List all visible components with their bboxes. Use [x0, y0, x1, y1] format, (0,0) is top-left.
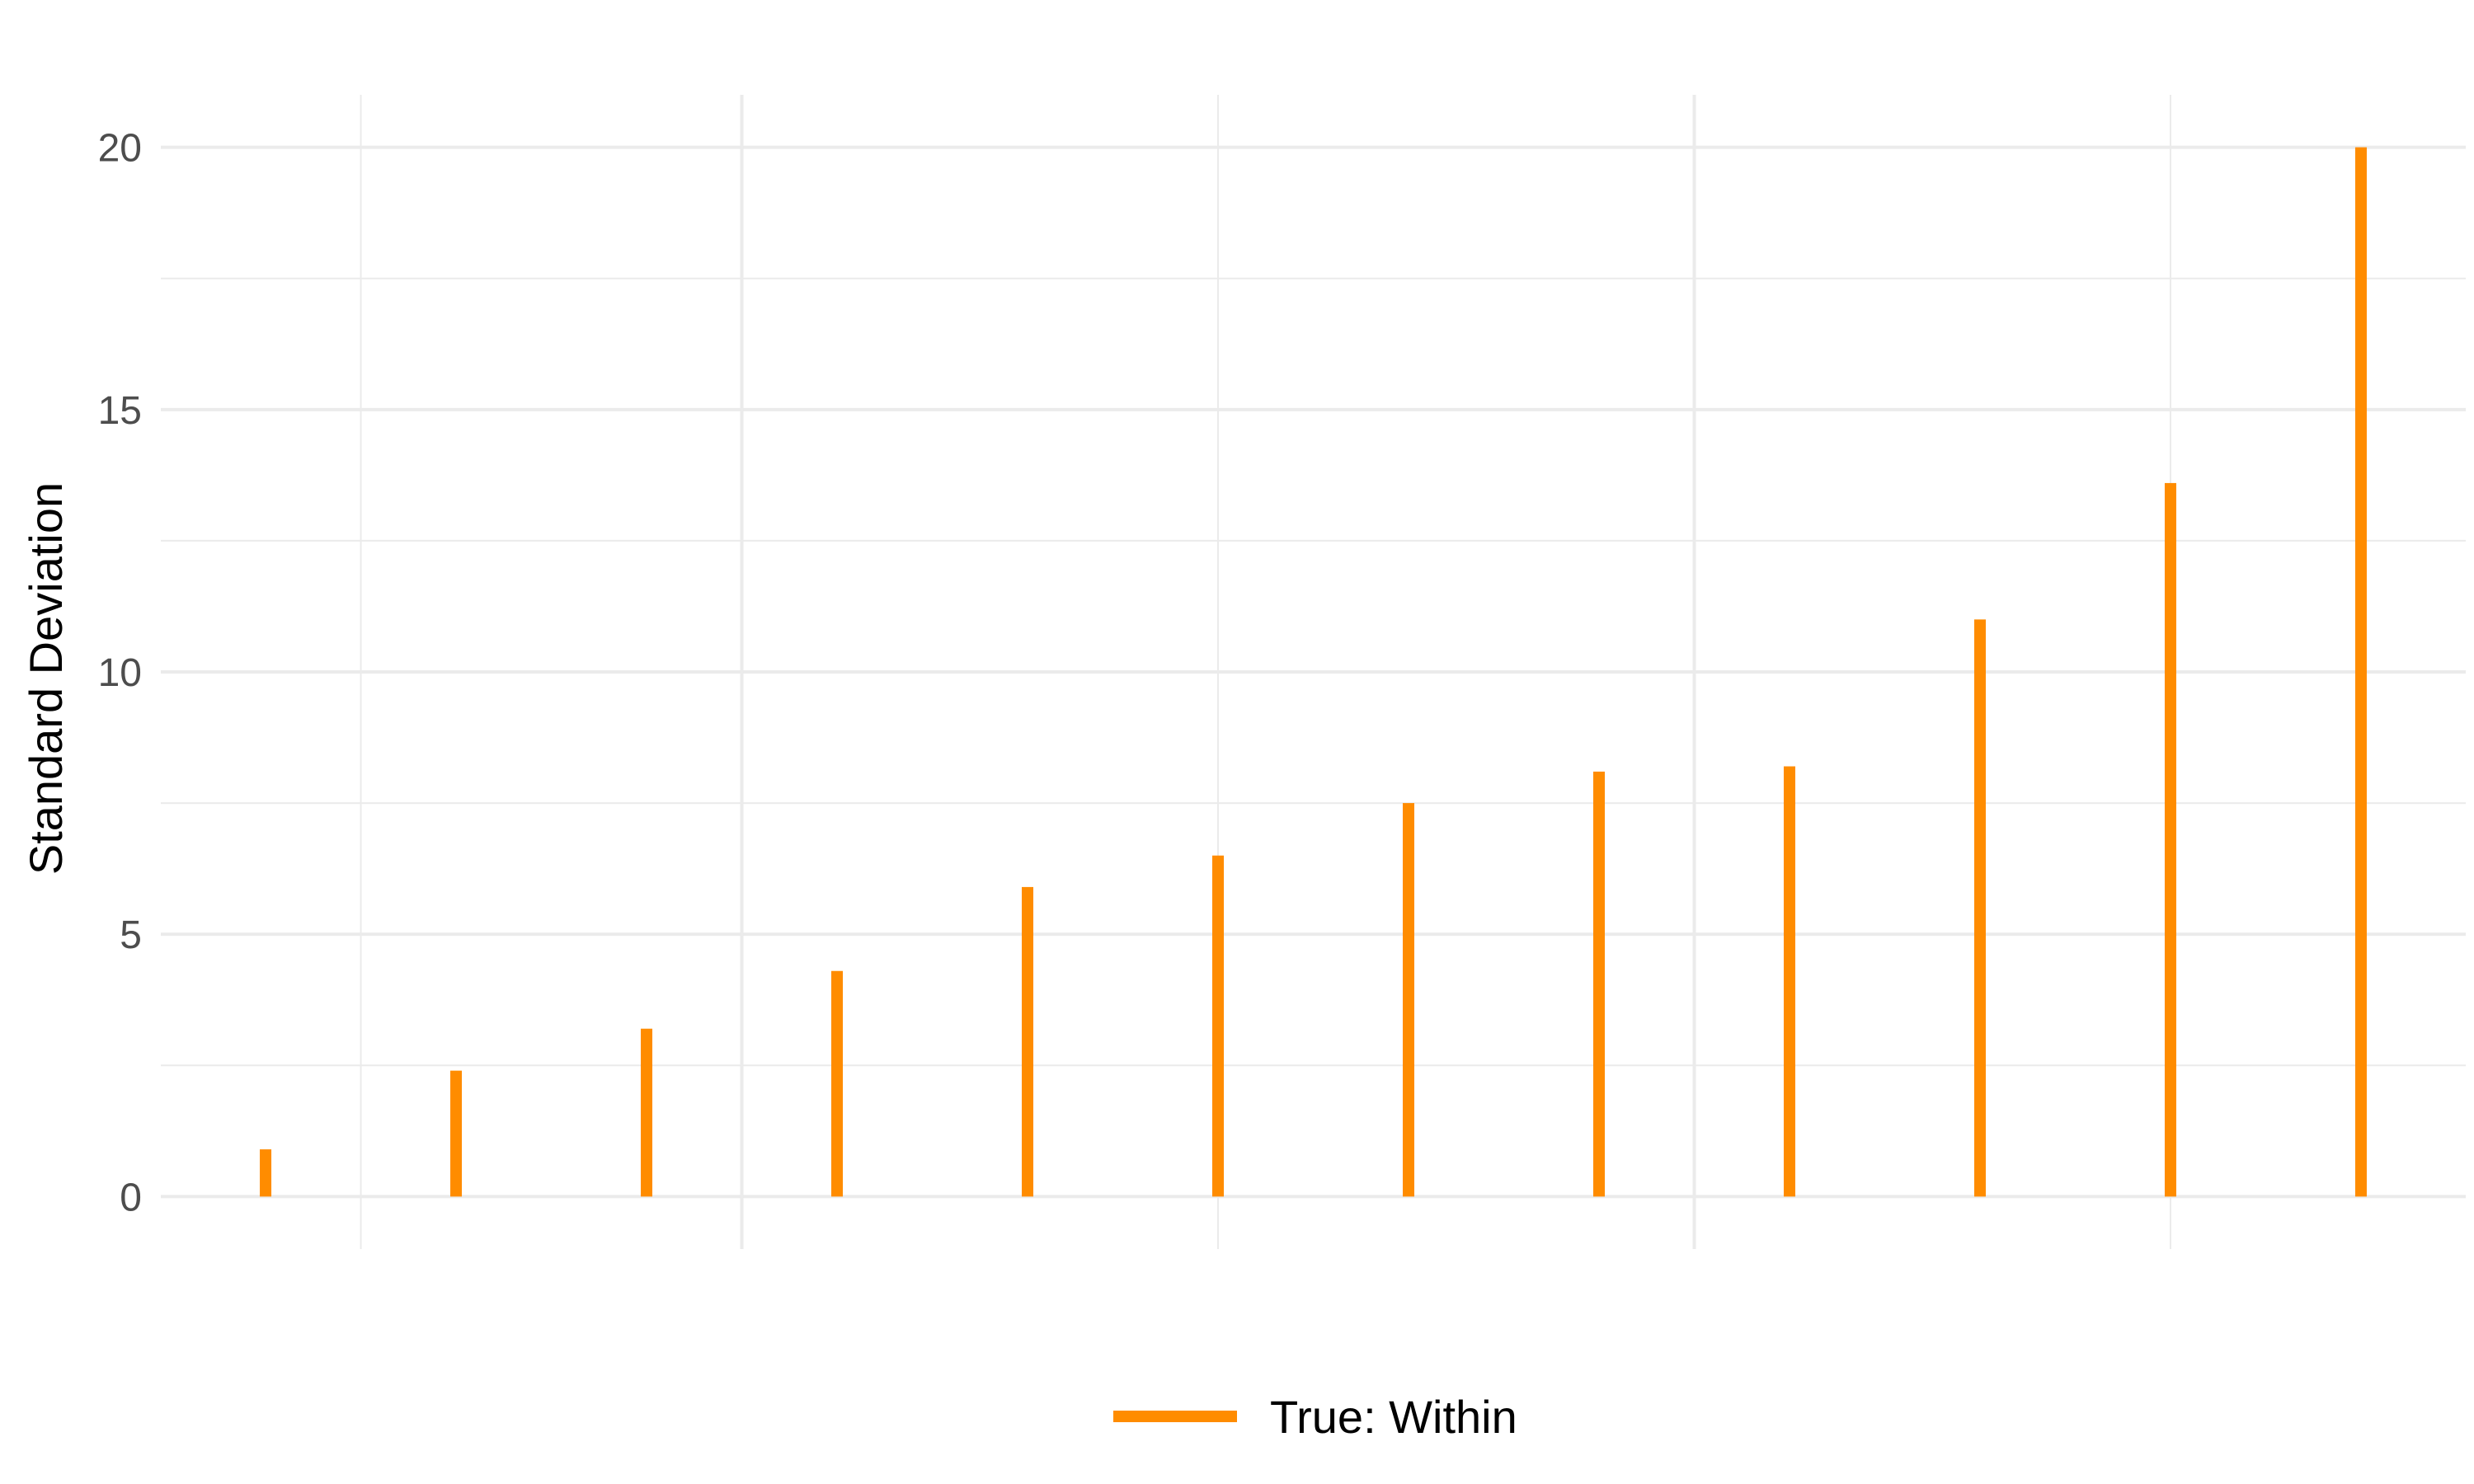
bar [450, 1070, 463, 1197]
bar [2354, 147, 2367, 1197]
y-tick-label: 0 [120, 1176, 142, 1219]
bar [1973, 619, 1986, 1197]
bar [2164, 482, 2176, 1197]
legend-label: True: Within [1270, 1391, 1517, 1443]
y-tick-label: 20 [98, 127, 142, 171]
grid [161, 95, 2466, 1249]
bar [831, 970, 844, 1197]
bar [260, 1149, 272, 1197]
y-tick-label: 10 [98, 651, 142, 695]
bar [1592, 771, 1605, 1197]
bars [260, 147, 2367, 1197]
y-tick-label: 15 [98, 389, 142, 433]
y-axis-title: Standard Deviation [20, 482, 72, 875]
bar [1212, 855, 1225, 1197]
bar [641, 1028, 653, 1197]
legend: True: Within [1113, 1391, 1517, 1443]
y-tick-label: 5 [120, 913, 142, 957]
bar [1022, 886, 1034, 1197]
y-axis-tick-labels: 0 5 10 15 20 [98, 127, 142, 1220]
bar [1402, 803, 1414, 1197]
bar [1783, 766, 1795, 1197]
